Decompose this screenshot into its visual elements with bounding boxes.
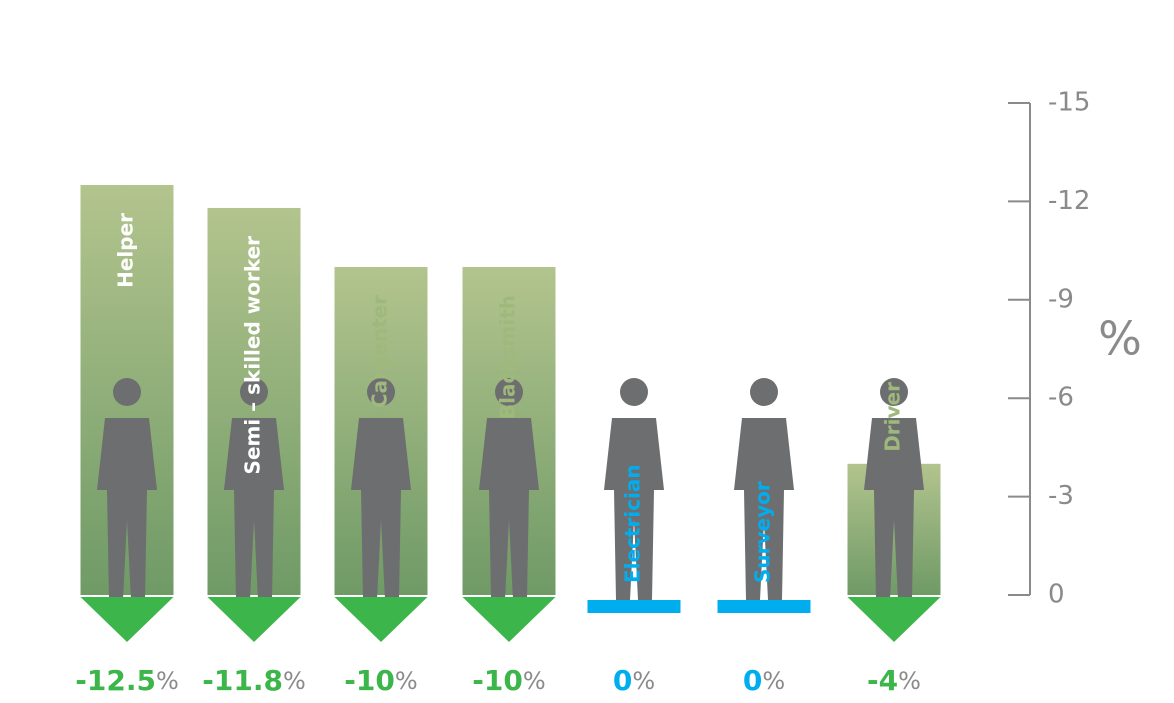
category-label: Semi – skilled worker: [241, 236, 265, 475]
value-unit: %: [395, 667, 418, 695]
category-label: Blacksmith: [496, 295, 520, 419]
y-tick-label: -9: [1048, 284, 1074, 314]
value-unit: %: [898, 667, 921, 695]
value-unit: %: [762, 667, 785, 695]
value-label: 0%: [613, 664, 655, 697]
bar-pointer: [463, 597, 556, 642]
category-label: Electrician: [621, 464, 645, 583]
value-unit: %: [283, 667, 306, 695]
bar-pointer: [335, 597, 428, 642]
value-number: -11.8: [202, 664, 283, 697]
y-tick-label: -12: [1048, 186, 1090, 216]
category-label: Helper: [114, 213, 138, 288]
y-axis-label: %: [1098, 312, 1142, 366]
bar-pointer: [208, 597, 301, 642]
value-label: -4%: [867, 664, 921, 697]
value-label: 0%: [743, 664, 785, 697]
value-number: -10: [344, 664, 395, 697]
value-unit: %: [156, 667, 179, 695]
worker-head: [113, 378, 141, 406]
worker-head: [620, 378, 648, 406]
value-number: -12.5: [75, 664, 156, 697]
value-number: 0: [743, 664, 762, 697]
value-unit: %: [632, 667, 655, 695]
value-label: -10%: [472, 664, 545, 697]
value-number: -4: [867, 664, 898, 697]
chart: % 0 -3 -6 -9 -12 -15 Helper -12.5% Semi – skille…: [0, 0, 1174, 703]
bar-pointer: [848, 597, 941, 642]
value-number: 0: [613, 664, 632, 697]
y-tick-label: -3: [1048, 481, 1074, 511]
worker-head: [750, 378, 778, 406]
bar-pointer: [81, 597, 174, 642]
category-label: Driver: [881, 382, 905, 452]
value-unit: %: [523, 667, 546, 695]
value-label: -10%: [344, 664, 417, 697]
category-label: Surveyor: [751, 481, 775, 583]
y-tick-label: -6: [1048, 383, 1074, 413]
bar: [718, 600, 811, 613]
category-label: Carpenter: [368, 295, 392, 408]
value-label: -11.8%: [202, 664, 306, 697]
value-label: -12.5%: [75, 664, 179, 697]
bar: [588, 600, 681, 613]
y-tick-label: 0: [1048, 580, 1065, 610]
y-tick-label: -15: [1048, 88, 1090, 118]
value-number: -10: [472, 664, 523, 697]
